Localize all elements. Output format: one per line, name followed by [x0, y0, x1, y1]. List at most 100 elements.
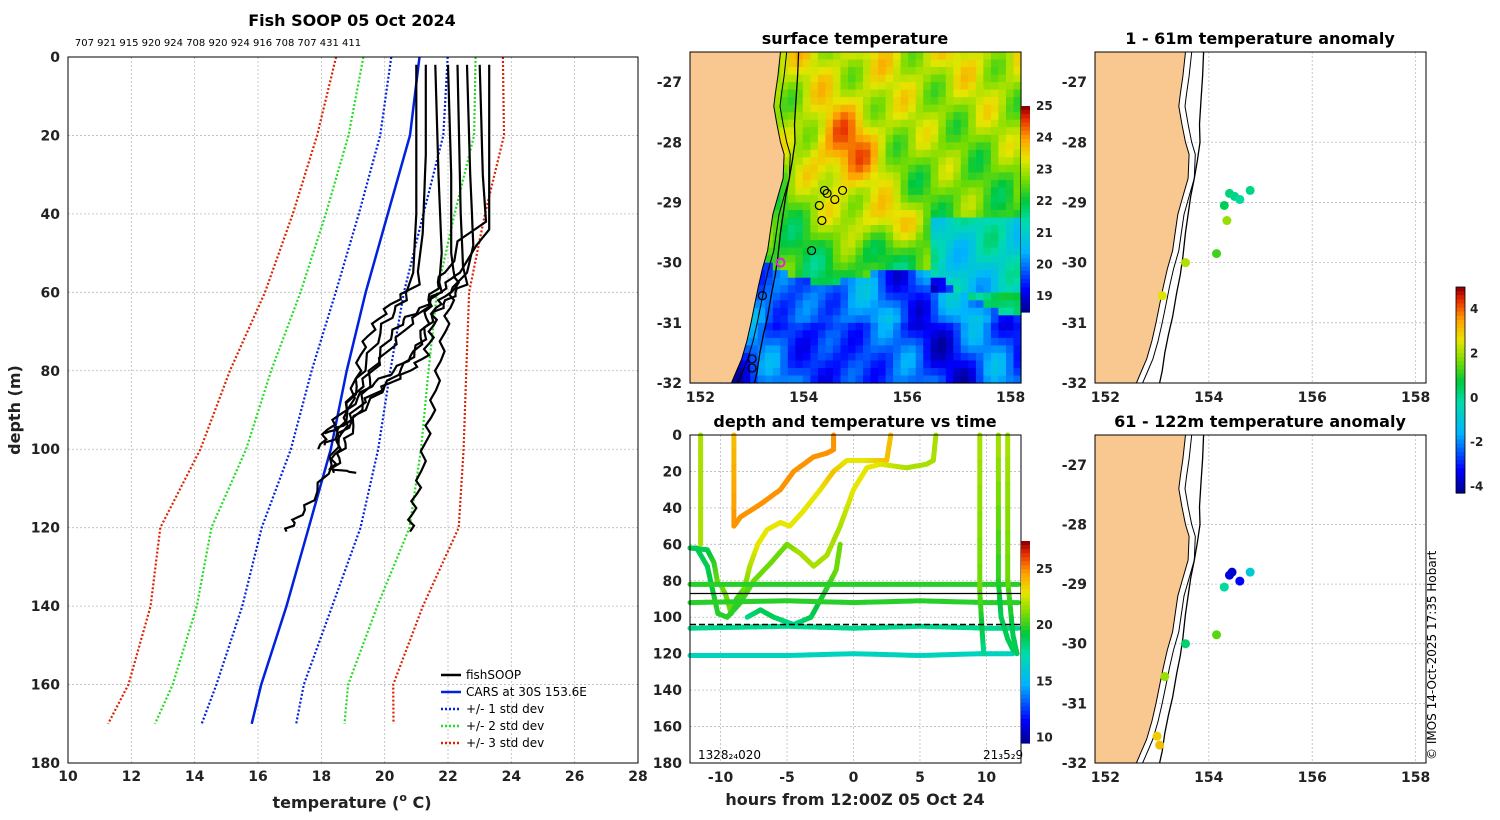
sst-cell: [915, 104, 924, 113]
sst-cell: [908, 82, 917, 91]
sst-cell: [960, 292, 969, 301]
sst-cell: [900, 149, 909, 158]
sst-cell: [742, 345, 751, 354]
y-tick-label: 60: [41, 285, 61, 301]
sst-cell: [870, 240, 879, 249]
sst-cell: [787, 315, 796, 324]
sst-cell: [953, 247, 962, 256]
sst-cell: [990, 225, 999, 234]
sst-cell: [938, 157, 947, 166]
sst-cell: [802, 368, 811, 377]
sst-cell: [810, 345, 819, 354]
sst-cell: [848, 149, 857, 158]
sst-cell: [953, 262, 962, 271]
sst-cell: [998, 210, 1007, 219]
sst-cell: [975, 59, 984, 68]
sst-cell: [742, 352, 751, 361]
sst-cell: [780, 157, 789, 166]
sst-cell: [757, 307, 766, 316]
sst-cell: [848, 97, 857, 106]
sst-cell: [990, 315, 999, 324]
sst-cell: [930, 210, 939, 219]
sst-cell: [908, 142, 917, 151]
colorbar-segment: [1021, 557, 1030, 562]
sst-cell: [908, 330, 917, 339]
sst-cell: [795, 240, 804, 249]
sst-cell: [938, 202, 947, 211]
coastline: [1142, 51, 1196, 384]
sst-cell: [825, 142, 834, 151]
sst-cell: [780, 337, 789, 346]
sst-cell: [975, 330, 984, 339]
sst-cell: [863, 119, 872, 128]
legend-label-1std: +/- 1 std dev: [466, 702, 544, 716]
colorbar-segment: [1021, 678, 1030, 683]
sst-cell: [870, 134, 879, 143]
sst-cell: [885, 292, 894, 301]
legend-label-cars: CARS at 30S 153.6E: [466, 685, 587, 699]
sst-cell: [817, 157, 826, 166]
sst-cell: [840, 82, 849, 91]
sst-cell: [893, 127, 902, 136]
sst-cell: [825, 134, 834, 143]
colorbar-segment: [1021, 621, 1030, 627]
sst-cell: [998, 194, 1007, 203]
colorbar-segment: [1456, 344, 1465, 350]
sst-cell: [802, 345, 811, 354]
sst-cell: [908, 134, 917, 143]
sst-cell: [765, 285, 774, 294]
sst-cell: [840, 307, 849, 316]
sst-cell: [990, 285, 999, 294]
sst-cell: [998, 240, 1007, 249]
sst-cell: [817, 285, 826, 294]
colorbar-segment: [1456, 340, 1465, 346]
sst-cell: [1013, 307, 1022, 316]
sst-cell: [1013, 172, 1022, 181]
sst-cell: [1006, 82, 1015, 91]
colorbar-segment: [1456, 439, 1465, 445]
sst-cell: [1013, 247, 1022, 256]
sst-cell: [817, 375, 826, 384]
sst-cell: [885, 232, 894, 241]
sst-cell: [960, 112, 969, 121]
sst-cell: [817, 142, 826, 151]
sst-cell: [923, 262, 932, 271]
sst-cell: [832, 225, 841, 234]
sst-cell: [878, 345, 887, 354]
colorbar-segment: [1021, 250, 1030, 255]
sst-cell: [998, 368, 1007, 377]
sst-cell: [983, 172, 992, 181]
sst-cell: [840, 368, 849, 377]
sst-cell: [757, 285, 766, 294]
sst-cell: [908, 337, 917, 346]
sst-cell: [750, 315, 759, 324]
sst-cell: [795, 262, 804, 271]
sst-cell: [878, 134, 887, 143]
sst-cell: [915, 322, 924, 331]
sst-cell: [840, 322, 849, 331]
sst-cell: [975, 240, 984, 249]
anomaly-point: [1235, 576, 1245, 586]
sst-cell: [863, 277, 872, 286]
colorbar-segment: [1021, 254, 1030, 259]
sst-cell: [990, 134, 999, 143]
legend-label-2std: +/- 2 std dev: [466, 719, 544, 733]
profile-frame: [67, 56, 639, 764]
colorbar-segment: [1021, 561, 1030, 566]
sst-cell: [870, 112, 879, 121]
sst-cell: [855, 217, 864, 226]
sst-cell: [765, 330, 774, 339]
sst-cell: [817, 97, 826, 106]
sst-cell: [923, 97, 932, 106]
sst-cell: [983, 315, 992, 324]
sst-cell: [960, 172, 969, 181]
sst-cell: [938, 232, 947, 241]
colorbar-segment: [1021, 565, 1030, 570]
sst-cell: [1013, 368, 1022, 377]
sst-cell: [863, 97, 872, 106]
sst-cell: [975, 104, 984, 113]
sst-cell: [810, 217, 819, 226]
sst-cell: [930, 345, 939, 354]
colorbar-segment: [1021, 662, 1030, 667]
